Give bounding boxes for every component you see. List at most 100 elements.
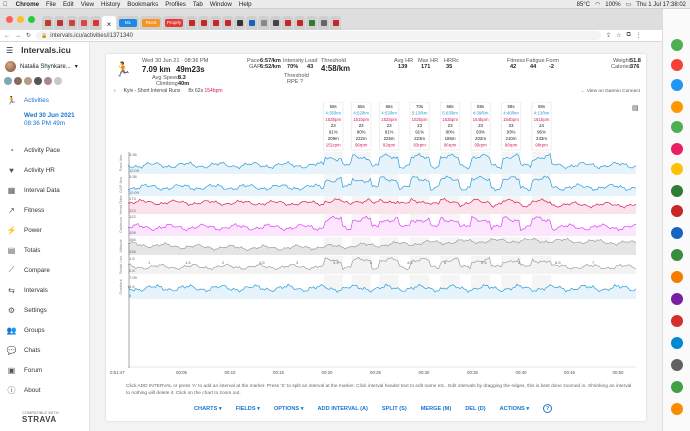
extension-icon[interactable]: [671, 143, 683, 155]
sidebar-item-settings[interactable]: ⚙ Settings: [0, 300, 89, 320]
sidebar-item-intervals[interactable]: ⇆ Intervals: [0, 280, 89, 300]
temperature-readout[interactable]: 85°C: [576, 1, 591, 8]
actions-button[interactable]: ACTIONS ▾: [499, 405, 530, 412]
hamburger-menu-icon[interactable]: ☰: [6, 45, 14, 55]
extension-icon[interactable]: [671, 59, 683, 71]
browser-tab[interactable]: ×: [102, 16, 116, 30]
extension-icon[interactable]: [671, 39, 683, 51]
menu-window[interactable]: Window: [205, 0, 232, 8]
battery-icon[interactable]: ▭: [625, 2, 632, 8]
fields-button[interactable]: FIELDS ▾: [235, 405, 260, 412]
split-button[interactable]: SPLIT (S): [381, 405, 407, 412]
sidebar-item-interval-data[interactable]: ▦ Interval Data: [0, 180, 89, 200]
browser-tab[interactable]: [258, 16, 269, 30]
athlete-avatar[interactable]: [54, 77, 62, 85]
browser-tab[interactable]: [222, 16, 233, 30]
menu-file[interactable]: File: [41, 0, 56, 8]
extension-icon[interactable]: [671, 79, 683, 91]
sidebar-item-totals[interactable]: ▤ Totals: [0, 240, 89, 260]
options-button[interactable]: OPTIONS ▾: [273, 405, 304, 412]
athlete-avatar[interactable]: [4, 77, 12, 85]
zoom-window-icon[interactable]: [28, 16, 35, 23]
back-icon[interactable]: ←: [4, 32, 10, 39]
battery-readout[interactable]: 100%: [605, 1, 621, 8]
athlete-avatar[interactable]: [44, 77, 52, 85]
wifi-icon[interactable]: ◠: [595, 2, 601, 8]
extension-icon[interactable]: [671, 121, 683, 133]
extension-icon[interactable]: [671, 205, 683, 217]
apple-icon[interactable]: : [3, 1, 8, 8]
extension-icon[interactable]: [671, 227, 683, 239]
browser-tab[interactable]: [198, 16, 209, 30]
share-icon[interactable]: ⇪: [606, 33, 612, 39]
browser-tab[interactable]: [234, 16, 245, 30]
sidebar-item-compare[interactable]: ⟋ Compare: [0, 260, 89, 280]
activity-subtitle[interactable]: Kyiv - Short Interval Runs: [123, 88, 181, 94]
browser-tab[interactable]: [246, 16, 257, 30]
menu-view[interactable]: View: [76, 0, 94, 8]
sidebar-item-groups[interactable]: 👥 Groups: [0, 320, 89, 340]
extensions-icon[interactable]: ⧉: [626, 32, 631, 38]
user-selector[interactable]: Natalia Shynkare... ▾: [0, 58, 89, 75]
extension-icon[interactable]: [671, 293, 683, 305]
browser-tab[interactable]: [210, 16, 221, 30]
menu-profiles[interactable]: Profiles: [160, 0, 186, 8]
browser-menu-icon[interactable]: ⋮: [635, 33, 642, 39]
athlete-avatar[interactable]: [34, 77, 42, 85]
clock[interactable]: Thu 1 Jul 17:38:02: [636, 1, 686, 8]
browser-tab[interactable]: [186, 16, 197, 30]
athlete-avatar[interactable]: [14, 77, 22, 85]
extension-icon[interactable]: [671, 337, 683, 349]
browser-tab[interactable]: [282, 16, 293, 30]
reload-icon[interactable]: ↻: [26, 33, 32, 39]
menu-help[interactable]: Help: [234, 0, 252, 8]
collapse-chevron-icon[interactable]: ‹: [114, 88, 116, 94]
browser-tab[interactable]: [78, 16, 89, 30]
browser-tab[interactable]: [54, 16, 65, 30]
menu-app-name[interactable]: Chrome: [11, 0, 39, 8]
extension-icon[interactable]: [671, 249, 683, 261]
browser-tab[interactable]: Proprly: [163, 16, 185, 30]
sidebar-item-chats[interactable]: 💬 Chats: [0, 340, 89, 360]
extension-icon[interactable]: [671, 403, 683, 415]
browser-tab[interactable]: [90, 16, 101, 30]
sidebar-item-about[interactable]: ⓘ About: [0, 380, 89, 400]
browser-tab[interactable]: [306, 16, 317, 30]
selected-activity[interactable]: Wed 30 Jun 2021 08:36 PM 49m: [0, 110, 89, 140]
chrome-icon[interactable]: [671, 101, 683, 113]
menu-bookmarks[interactable]: Bookmarks: [122, 0, 158, 8]
menu-history[interactable]: History: [96, 0, 120, 8]
activity-chart-svg[interactable]: 58s4:35/km153bpm2391%209m151rpm65s4:52/k…: [106, 101, 646, 384]
sidebar-item-activity-pace[interactable]: ◔ Activity Pace: [0, 140, 89, 160]
browser-tab[interactable]: ML: [117, 16, 139, 30]
app-title[interactable]: Intervals.icu: [21, 45, 71, 55]
bookmark-star-icon[interactable]: ☆: [616, 33, 622, 39]
delete-button[interactable]: DEL (D): [465, 405, 486, 412]
browser-tab[interactable]: Reed: [140, 16, 162, 30]
forward-icon[interactable]: →: [15, 32, 21, 39]
sidebar-item-forum[interactable]: ▣ Forum: [0, 360, 89, 380]
menu-tab[interactable]: Tab: [188, 0, 203, 8]
browser-tab[interactable]: [66, 16, 77, 30]
browser-tab[interactable]: [294, 16, 305, 30]
extension-icon[interactable]: [671, 163, 683, 175]
menu-edit[interactable]: Edit: [58, 0, 74, 8]
merge-button[interactable]: MERGE (M): [420, 405, 452, 412]
sidebar-item-fitness[interactable]: ↗ Fitness: [0, 200, 89, 220]
extension-icon[interactable]: [671, 381, 683, 393]
sidebar-item-activity-hr[interactable]: ♥ Activity HR: [0, 160, 89, 180]
minimize-window-icon[interactable]: [17, 16, 24, 23]
browser-tab[interactable]: [330, 16, 341, 30]
help-icon[interactable]: ?: [543, 404, 553, 413]
garmin-connect-link[interactable]: ← View on Garmin Connect: [580, 89, 640, 94]
browser-tab[interactable]: [318, 16, 329, 30]
close-window-icon[interactable]: [6, 16, 13, 23]
add-interval-button[interactable]: ADD INTERVAL (A): [317, 405, 368, 412]
extension-icon[interactable]: [671, 315, 683, 327]
athlete-avatar[interactable]: [24, 77, 32, 85]
browser-tab[interactable]: [42, 16, 53, 30]
sidebar-item-activities[interactable]: 🏃 Activities: [0, 90, 89, 110]
extension-icon[interactable]: [671, 185, 683, 197]
extension-icon[interactable]: [671, 359, 683, 371]
charts-button[interactable]: CHARTS ▾: [194, 405, 222, 412]
